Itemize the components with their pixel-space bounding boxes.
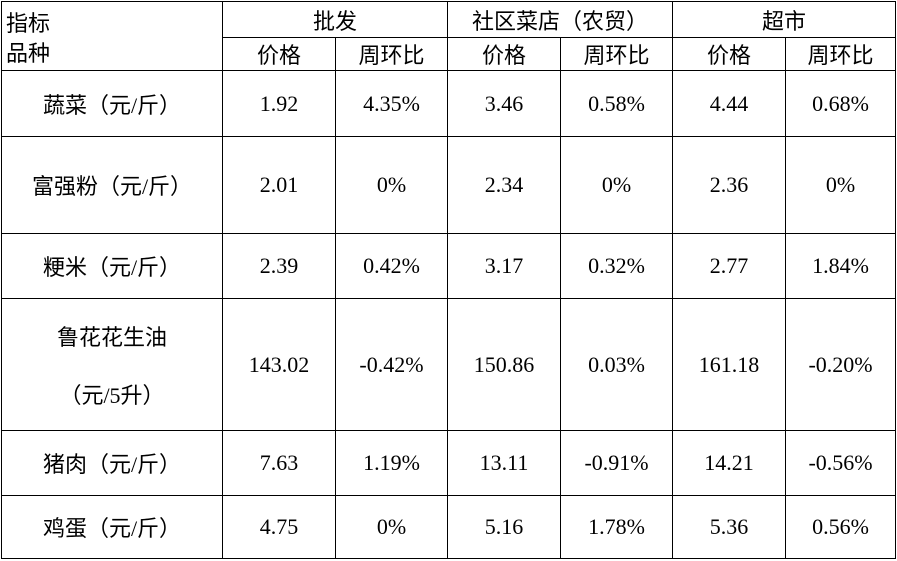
cell: 0% [560, 136, 674, 234]
label-line: 猪肉（元/斤） [42, 452, 182, 477]
cell: 2.39 [222, 233, 336, 299]
cell: 4.35% [334, 70, 449, 137]
subheader: 价格 [222, 37, 336, 71]
cell: 0.32% [560, 233, 674, 299]
row-label: 蔬菜（元/斤） [1, 70, 223, 137]
label-line: 蔬菜（元/斤） [42, 92, 182, 118]
data-row: 蔬菜（元/斤） 1.92 4.35% 3.46 0.58% 4.44 0.68% [1, 70, 897, 137]
cell: 0% [334, 495, 449, 559]
cell: 161.18 [672, 298, 787, 431]
cell: 0.03% [560, 298, 674, 431]
cell: -0.91% [560, 430, 674, 496]
cell: 2.77 [672, 233, 787, 299]
cell: -0.42% [334, 298, 449, 431]
subheader: 周环比 [334, 37, 449, 71]
cell: 13.11 [447, 430, 562, 496]
cell: 1.92 [222, 70, 336, 137]
cell: 0.56% [785, 495, 897, 559]
subheader: 周环比 [560, 37, 674, 71]
cell: 0.68% [785, 70, 897, 137]
cell: 3.17 [447, 233, 562, 299]
cell: 2.34 [447, 136, 562, 234]
cell: -0.20% [785, 298, 897, 431]
cell: 4.44 [672, 70, 787, 137]
corner-cell: 指标 品种 [1, 1, 223, 71]
cell: 2.36 [672, 136, 787, 234]
cell: 1.78% [560, 495, 674, 559]
group-header: 社区菜店（农贸） [447, 1, 674, 38]
cell: 143.02 [222, 298, 336, 431]
row-label: 鸡蛋（元/斤） [1, 495, 223, 559]
label-line: （元/5升） [59, 382, 165, 408]
group-header: 批发 [221, 1, 449, 38]
cell: 0.58% [560, 70, 674, 137]
cell: 1.84% [785, 233, 897, 299]
row-label: 粳米（元/斤） [1, 233, 223, 299]
row-label: 猪肉（元/斤） [1, 430, 223, 496]
corner-top: 指标 [6, 11, 51, 36]
data-row: 鸡蛋（元/斤） 4.75 0% 5.16 1.78% 5.36 0.56% [1, 495, 897, 559]
cell: 4.75 [222, 495, 336, 559]
cell: 0% [334, 136, 449, 234]
label-line: 鸡蛋（元/斤） [42, 516, 182, 541]
cell: 1.19% [334, 430, 449, 496]
label-line: 粳米（元/斤） [42, 255, 182, 280]
subheader: 周环比 [785, 37, 897, 71]
corner-bottom: 品种 [6, 41, 51, 66]
label-line: 鲁花花生油 [56, 324, 167, 350]
cell: 0% [785, 136, 897, 234]
row-label: 鲁花花生油 （元/5升） [1, 298, 223, 431]
cell: 5.36 [672, 495, 787, 559]
subheader: 价格 [447, 37, 562, 71]
cell: 7.63 [222, 430, 336, 496]
cell: 0.42% [334, 233, 449, 299]
data-row: 猪肉（元/斤） 7.63 1.19% 13.11 -0.91% 14.21 -0.56% [1, 430, 897, 496]
cell: 5.16 [447, 495, 562, 559]
group-header: 超市 [672, 1, 897, 38]
header-row: 指标 品种 批发 社区菜店（农贸） 超市 [1, 1, 897, 71]
cell: -0.56% [785, 430, 897, 496]
row-label: 富强粉（元/斤） [1, 136, 223, 234]
subheader: 价格 [672, 37, 787, 71]
cell: 2.01 [222, 136, 336, 234]
data-row: 鲁花花生油 （元/5升） 143.02 -0.42% 150.86 0.03% 161.18… [1, 298, 897, 431]
cell: 150.86 [447, 298, 562, 431]
data-row: 粳米（元/斤） 2.39 0.42% 3.17 0.32% 2.77 1.84% [1, 233, 897, 299]
label-line: 富强粉（元/斤） [31, 174, 193, 199]
cell: 3.46 [447, 70, 562, 137]
data-row: 富强粉（元/斤） 2.01 0% 2.34 0% 2.36 0% [1, 136, 897, 234]
cell: 14.21 [672, 430, 787, 496]
